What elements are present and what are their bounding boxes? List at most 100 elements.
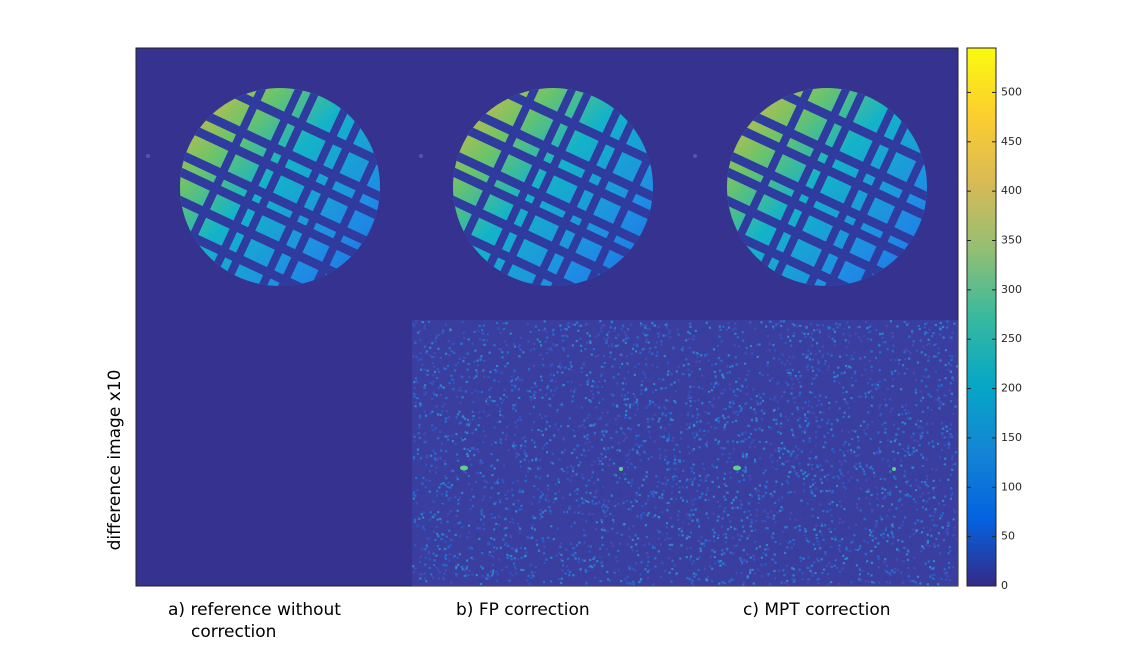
noise (696, 557, 699, 561)
noise (681, 499, 685, 502)
noise (717, 536, 720, 540)
noise (767, 574, 770, 577)
noise (773, 433, 777, 436)
noise (519, 463, 522, 466)
noise (954, 405, 957, 408)
noise (937, 371, 940, 374)
noise (939, 333, 942, 336)
noise (489, 386, 492, 389)
noise (737, 345, 741, 348)
noise (765, 485, 768, 488)
noise (427, 462, 430, 465)
noise (584, 442, 587, 445)
noise (620, 328, 623, 331)
noise (602, 570, 605, 573)
noise (931, 335, 934, 338)
noise (431, 401, 434, 404)
noise (413, 395, 416, 398)
noise (697, 377, 700, 380)
noise (890, 484, 893, 487)
noise (737, 434, 740, 437)
noise (780, 341, 783, 344)
noise (919, 390, 922, 393)
noise (842, 521, 845, 524)
noise (487, 541, 490, 544)
noise (566, 557, 569, 560)
noise (648, 542, 651, 545)
noise (669, 436, 672, 439)
noise (729, 387, 732, 390)
noise (815, 324, 818, 327)
noise (875, 486, 878, 489)
noise (782, 502, 785, 505)
stripe (553, 88, 653, 286)
noise (488, 553, 491, 556)
noise (549, 373, 552, 376)
noise (763, 412, 766, 415)
noise (723, 483, 726, 486)
noise (622, 501, 625, 505)
noise (617, 330, 620, 333)
noise (857, 323, 860, 326)
noise (728, 401, 732, 404)
noise (566, 377, 569, 380)
noise (503, 394, 506, 397)
noise (726, 421, 729, 424)
noise (940, 514, 943, 517)
noise (646, 567, 649, 570)
noise (830, 581, 833, 584)
noise (840, 450, 843, 453)
noise (749, 493, 752, 496)
noise (468, 458, 472, 461)
noise (913, 362, 916, 366)
noise (822, 568, 826, 571)
colorbar-tick-label: 450 (1001, 135, 1022, 148)
noise (675, 442, 678, 445)
noise (593, 556, 596, 559)
noise (884, 341, 887, 344)
noise (635, 529, 639, 532)
noise (871, 477, 874, 480)
noise (613, 358, 616, 361)
noise (689, 478, 692, 481)
noise (729, 406, 732, 409)
noise (697, 398, 700, 402)
noise (828, 335, 831, 338)
noise (498, 419, 501, 422)
noise (661, 494, 664, 497)
noise (914, 522, 917, 525)
noise (437, 511, 440, 514)
noise (505, 408, 508, 411)
noise (512, 481, 515, 484)
noise (653, 548, 656, 551)
noise (634, 413, 637, 416)
noise (704, 479, 707, 482)
noise (761, 373, 764, 376)
noise (529, 467, 532, 470)
spot (419, 154, 423, 158)
noise (632, 403, 635, 406)
noise (817, 361, 820, 364)
noise (624, 413, 627, 417)
noise (926, 452, 929, 455)
noise (853, 450, 856, 454)
noise (930, 534, 933, 537)
noise (842, 451, 845, 454)
noise (420, 573, 423, 576)
noise (453, 369, 457, 372)
noise (809, 450, 813, 453)
noise (435, 544, 438, 547)
noise (426, 526, 429, 529)
noise (687, 375, 691, 378)
noise (413, 387, 416, 390)
noise (561, 371, 564, 374)
noise (654, 403, 657, 406)
noise (610, 320, 613, 323)
noise (793, 469, 796, 472)
noise (599, 489, 603, 493)
noise (792, 334, 795, 337)
noise (682, 356, 685, 359)
noise (826, 431, 830, 434)
noise (754, 541, 757, 544)
noise (440, 449, 443, 452)
